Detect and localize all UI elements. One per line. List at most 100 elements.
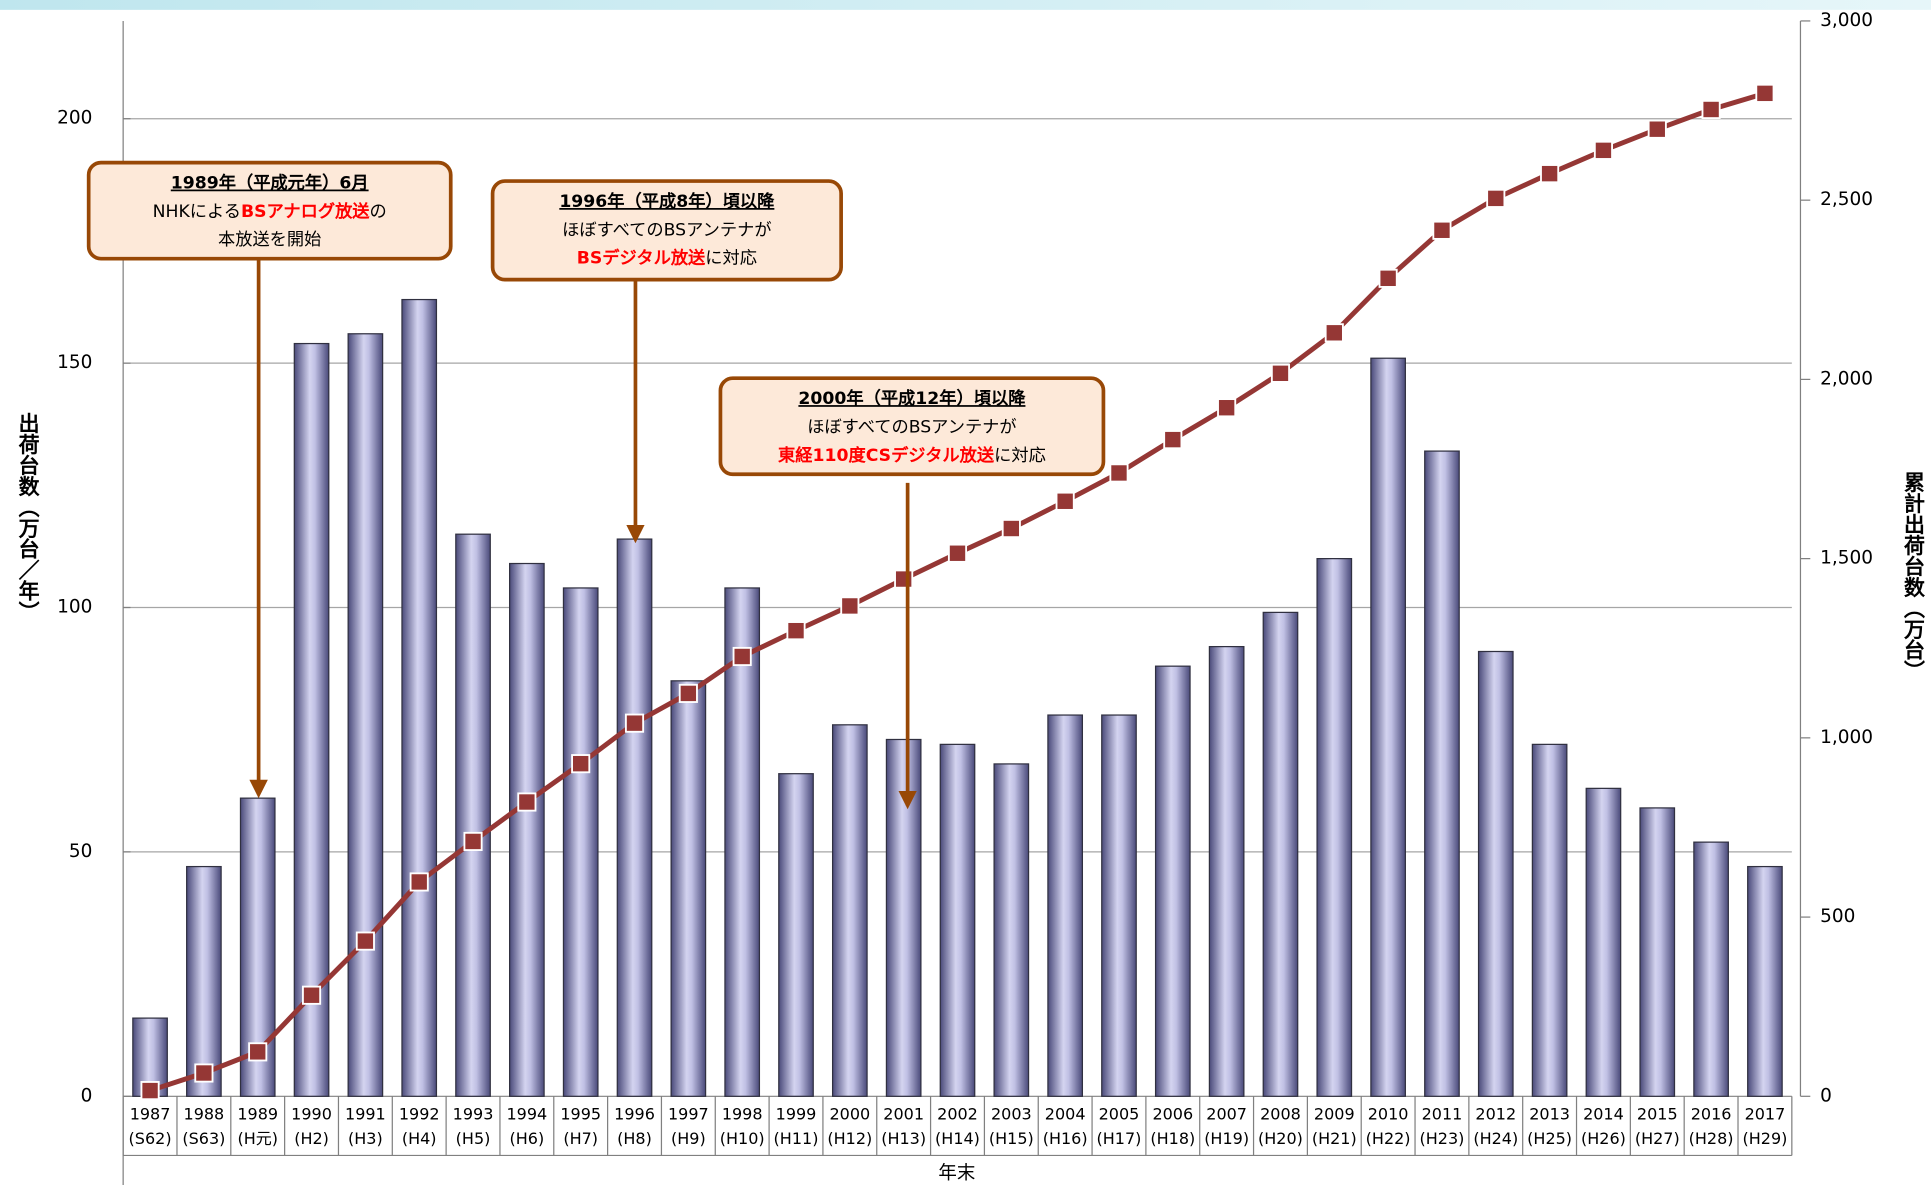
y2-tick-label: 2,500	[1820, 189, 1873, 210]
x-tick-label: 1992	[399, 1104, 440, 1123]
annotation-segment: ほぼすべてのBSアンテナが	[562, 220, 771, 240]
line-marker	[194, 1063, 214, 1083]
x-tick-label: 1996	[614, 1104, 655, 1123]
x-tick-label: (H24)	[1473, 1129, 1518, 1148]
x-tick-label: 2016	[1691, 1104, 1732, 1123]
y2-tick-label: 500	[1820, 906, 1855, 927]
x-tick-label: 2002	[937, 1104, 978, 1123]
x-tick-label: 1989	[237, 1104, 278, 1123]
annotation-box	[86, 160, 453, 261]
bar	[1101, 714, 1137, 1097]
bar	[1370, 357, 1406, 1097]
line-marker	[1432, 220, 1452, 240]
bar	[885, 738, 922, 1097]
x-tick-label: (H17)	[1097, 1129, 1142, 1148]
x-tick-label: 1997	[668, 1104, 709, 1123]
line-marker	[302, 985, 322, 1005]
x-tick-label: 2006	[1152, 1104, 1193, 1123]
line-marker	[1701, 99, 1721, 120]
x-tick-label: (S62)	[129, 1129, 172, 1148]
line-marker	[140, 1081, 160, 1101]
annotation-segment: ほぼすべてのBSアンテナが	[807, 417, 1016, 437]
bar	[401, 298, 438, 1097]
x-tick-label: 2009	[1314, 1104, 1355, 1123]
x-tick-label: 2010	[1368, 1104, 1409, 1123]
bar	[293, 342, 330, 1097]
x-tick-label: 1993	[453, 1104, 494, 1123]
line-marker	[1270, 363, 1291, 383]
bar	[186, 865, 222, 1097]
x-tick-label: (H28)	[1689, 1129, 1734, 1148]
y2-tick-label: 3,000	[1820, 10, 1873, 31]
y2-tick-label: 2,000	[1820, 368, 1873, 389]
y-tick-label: 0	[81, 1085, 93, 1106]
x-tick-label: (S63)	[182, 1129, 225, 1148]
annotation-box	[718, 376, 1106, 477]
y-tick-label: 150	[57, 352, 92, 373]
x-tick-label: 2015	[1637, 1104, 1678, 1123]
x-tick-label: (H13)	[881, 1129, 926, 1148]
annotation-box	[490, 179, 843, 282]
bar	[347, 333, 384, 1097]
bar	[939, 743, 976, 1097]
x-axis-label: 年末	[938, 1163, 975, 1184]
x-tick-label: (H9)	[671, 1129, 706, 1148]
x-tick-label: 1990	[291, 1104, 332, 1123]
x-tick-label: 2007	[1206, 1104, 1247, 1123]
y-tick-label: 50	[69, 841, 93, 862]
x-tick-label: 2000	[829, 1104, 870, 1123]
top-band	[0, 0, 1931, 10]
line-marker	[1217, 398, 1237, 418]
annotation-segment: に対応	[705, 249, 757, 269]
bar	[1531, 743, 1568, 1097]
x-tick-label: 1994	[507, 1104, 548, 1123]
bar	[1585, 787, 1622, 1097]
annotation-segment: の	[370, 202, 387, 222]
line-marker	[732, 646, 752, 667]
line-marker	[840, 596, 860, 616]
x-tick-label: 2017	[1745, 1104, 1786, 1123]
x-tick-label: (H3)	[348, 1129, 383, 1148]
bar	[778, 773, 814, 1097]
x-tick-label: (H23)	[1420, 1129, 1465, 1148]
bar	[670, 680, 707, 1097]
x-tick-label: 2004	[1045, 1104, 1086, 1123]
x-tick-label: 2011	[1422, 1104, 1463, 1123]
line-marker	[1324, 323, 1344, 343]
x-tick-label: (H11)	[774, 1129, 819, 1148]
x-tick-label: (H元)	[237, 1129, 278, 1148]
bar	[1424, 450, 1460, 1097]
bar	[1154, 665, 1191, 1097]
line-marker	[1055, 491, 1075, 511]
x-tick-label: 2013	[1529, 1104, 1570, 1123]
line-marker	[624, 713, 645, 733]
bar	[724, 587, 761, 1097]
x-tick-label: (H8)	[617, 1129, 652, 1148]
line-marker	[1540, 164, 1560, 184]
x-tick-label: (H22)	[1366, 1129, 1411, 1148]
x-tick-label: (H20)	[1258, 1129, 1303, 1148]
bar	[1747, 865, 1783, 1097]
bar	[616, 538, 653, 1097]
bar	[562, 587, 599, 1097]
y2-tick-label: 1,000	[1820, 727, 1873, 748]
x-tick-label: (H19)	[1204, 1129, 1249, 1148]
annotation-segment: 東経110度CSデジタル放送	[778, 445, 995, 466]
x-tick-label: (H12)	[827, 1129, 872, 1148]
x-tick-label: (H10)	[720, 1129, 765, 1148]
y2-axis-label: 累計出荷台数（万台）	[1902, 472, 1926, 681]
line-marker	[517, 792, 537, 812]
bar	[1477, 650, 1514, 1097]
x-tick-label: 2003	[991, 1104, 1032, 1123]
annotation-segment: BSアナログ放送	[241, 201, 370, 222]
x-tick-label: (H4)	[402, 1129, 437, 1148]
annotation-text: ほぼすべてのBSアンテナが	[562, 220, 771, 240]
line-marker	[1486, 188, 1506, 208]
bar	[831, 724, 868, 1097]
x-tick-label: 1987	[130, 1104, 171, 1123]
bar	[1262, 611, 1299, 1097]
x-tick-label: 2012	[1475, 1104, 1516, 1123]
annotation-segment: 本放送を開始	[218, 230, 321, 250]
bar	[509, 562, 545, 1097]
